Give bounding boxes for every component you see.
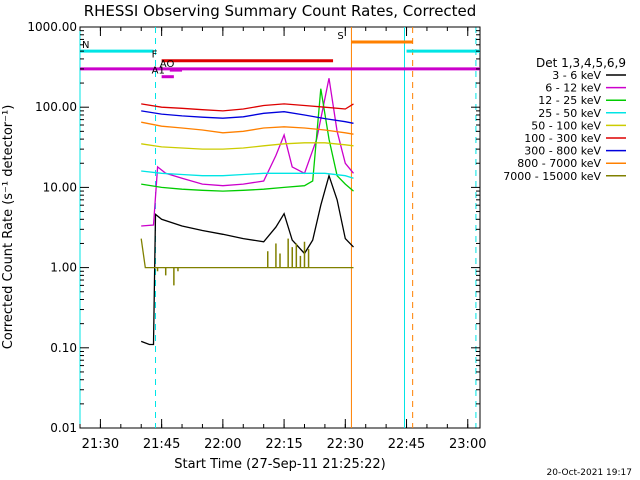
x-tick-label: 22:00 (204, 437, 241, 452)
y-tick-label: 1.00 (50, 261, 77, 275)
flag-label: F (152, 50, 158, 61)
flag-label: S (337, 31, 343, 42)
series-line (141, 88, 354, 192)
flag-label: N (82, 40, 89, 51)
y-tick-label: 100.00 (35, 100, 77, 114)
y-tick-label: 0.01 (50, 421, 77, 435)
series-line (141, 142, 354, 150)
plot-frame (79, 26, 481, 429)
series-line (141, 103, 354, 112)
y-tick-label: 0.10 (50, 341, 77, 355)
legend-title: Det 1,3,4,5,6,9 (536, 56, 626, 70)
x-tick-label: 21:30 (82, 437, 119, 452)
series-line (141, 110, 354, 124)
chart-title: RHESSI Observing Summary Count Rates, Co… (84, 2, 477, 20)
y-axis: 0.01 0.10 1.00 10.00 100.00 1000.00 (27, 20, 480, 435)
x-tick-label: 23:00 (449, 437, 486, 452)
y-tick-label: 1000.00 (27, 20, 77, 34)
x-axis: 21:30 21:45 22:00 22:15 22:30 22:45 23:00 (79, 27, 486, 452)
series-line (141, 121, 354, 135)
legend-label: 12 - 25 keV (538, 94, 601, 107)
series-line (140, 238, 354, 269)
flag-label: A1 (152, 66, 165, 77)
legend-label: 3 - 6 keV (552, 69, 601, 82)
x-tick-label: 22:15 (265, 437, 302, 452)
legend-label: 300 - 800 keV (524, 145, 601, 158)
x-tick-label: 22:45 (388, 437, 425, 452)
y-axis-label: Corrected Count Rate (s⁻¹ detector⁻¹) (1, 105, 16, 350)
x-tick-label: 22:30 (327, 437, 364, 452)
y-tick-label: 10.00 (43, 180, 77, 194)
legend-label: 50 - 100 keV (531, 119, 601, 132)
x-axis-label: Start Time (27-Sep-11 21:25:22) (174, 457, 385, 472)
legend-label: 6 - 12 keV (545, 82, 601, 95)
legend-label: 7000 - 15000 keV (503, 170, 601, 183)
x-tick-label: 21:45 (143, 437, 180, 452)
series-line (140, 173, 354, 346)
series-line (141, 170, 354, 179)
legend-label: 25 - 50 keV (538, 107, 601, 120)
legend-label: 100 - 300 keV (524, 132, 601, 145)
legend-label: 800 - 7000 keV (517, 157, 601, 170)
flag-label: AO (160, 59, 175, 70)
series-line (141, 78, 355, 227)
date-stamp: 20-Oct-2021 19:17 (547, 468, 632, 478)
